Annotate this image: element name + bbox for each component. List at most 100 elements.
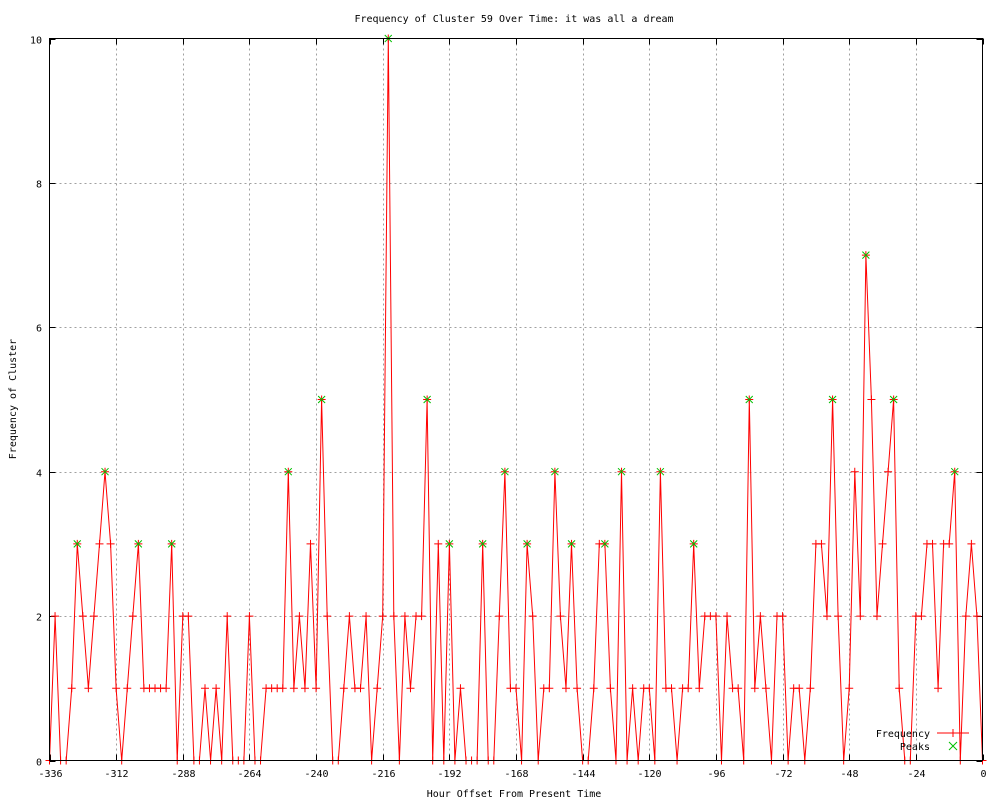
frequency-point [417,612,426,621]
y-tick-label: 8 [36,180,42,191]
legend-marker-frequency [949,729,957,737]
peak-point [101,467,109,476]
frequency-point [528,612,537,621]
x-tick-label: -48 [840,769,858,780]
peak-point [423,395,431,404]
frequency-point [212,684,221,693]
y-axis-label: Frequency of Cluster [8,339,19,459]
x-tick-label: -216 [371,769,395,780]
frequency-point [184,612,193,621]
x-axis-label: Hour Offset From Present Time [427,789,602,800]
y-tick-label: 6 [36,324,42,335]
frequency-point [312,684,321,693]
y-tick-label: 0 [36,758,42,769]
frequency-point [884,467,893,476]
frequency-point [856,612,865,621]
y-tick-label: 4 [36,469,42,480]
legend-label-frequency: Frequency [876,729,930,740]
frequency-point [345,612,354,621]
y-tick-label: 2 [36,613,42,624]
peak-point [134,540,143,548]
frequency-point [806,684,815,693]
chart-title: Frequency of Cluster 59 Over Time: it wa… [354,14,673,25]
legend-marker-peaks [948,741,958,751]
frequency-point [972,612,981,621]
frequency-point [306,539,315,548]
grid [49,38,983,761]
peak-point [167,540,176,548]
peak-point [445,540,454,548]
peak-point [478,540,487,548]
frequency-point [378,612,387,621]
x-tick-label: -120 [637,769,661,780]
legend: Frequency Peaks [876,729,969,753]
x-tick-label: -144 [571,769,595,780]
frequency-point [339,684,348,693]
x-tick-label: -96 [707,769,725,780]
frequency-point [512,684,520,693]
frequency-point [667,684,676,693]
frequency-point [400,612,409,621]
frequency-point [850,467,859,476]
frequency-point [573,684,582,693]
x-tick-label: -24 [907,769,925,780]
peak-point [828,395,837,404]
frequency-point [389,612,398,621]
frequency-point [406,684,415,693]
frequency-point [734,684,743,693]
peak-point [551,467,559,476]
frequency-point [78,612,87,621]
peak-point [950,467,959,476]
frequency-point [917,612,926,621]
x-tick-label: -192 [437,769,461,780]
frequency-point [300,684,309,693]
frequency-point [628,684,637,693]
frequency-point [373,684,382,693]
frequency-point [289,684,298,693]
frequency-point [106,539,115,548]
frequency-point [245,612,254,621]
frequency-point [750,684,759,693]
peak-point [523,540,531,548]
peak-point [745,395,754,404]
x-tick-label: -312 [104,769,128,780]
frequency-point [89,612,98,621]
peak-point [73,540,82,548]
x-tick-label: 0 [980,769,986,780]
frequency-point [84,684,93,693]
peak-point [889,395,898,404]
frequency-point [878,539,887,548]
frequency-point [817,539,826,548]
frequency-point [278,684,287,693]
frequency-point [456,684,465,693]
frequency-point [895,684,904,693]
frequency-point [128,612,137,621]
legend-label-peaks: Peaks [900,742,930,753]
frequency-point [872,612,881,621]
frequency-point [323,612,332,621]
frequency-point [362,612,371,621]
frequency-point [967,539,976,548]
frequency-point [561,684,570,693]
frequency-point [645,684,654,693]
frequency-point [112,684,121,693]
frequency-point [795,684,804,693]
x-tick-label: -264 [237,769,261,780]
frequency-point [67,684,76,693]
frequency-point [945,539,954,548]
x-tick-label: -288 [171,769,195,780]
frequency-point [961,612,970,621]
peak-point [601,540,609,548]
frequency-point [495,612,504,621]
frequency-point [162,684,171,693]
peak-point [501,467,509,476]
frequency-point [723,612,732,621]
y-tick-label: 10 [30,36,42,47]
frequency-point [684,684,693,693]
x-tick-label: -336 [38,769,62,780]
peak-point [317,395,326,404]
x-tick-label: -72 [774,769,792,780]
peak-point [862,251,870,259]
frequency-point [934,684,943,693]
